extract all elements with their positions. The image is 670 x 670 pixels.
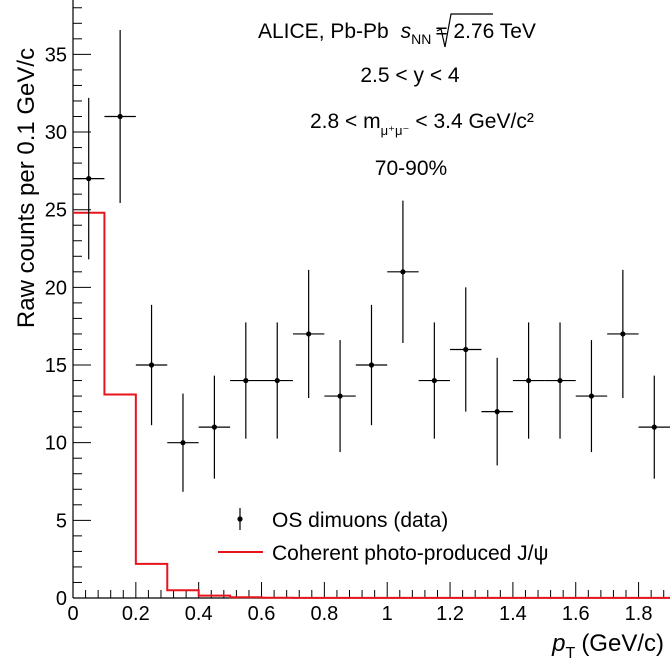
data-point — [355, 304, 388, 426]
x-tick-label: 1.4 — [499, 603, 527, 625]
data-point-marker — [463, 346, 469, 353]
y-tick-label: 5 — [56, 510, 67, 532]
x-tick-label: 1.8 — [625, 603, 653, 625]
y-tick-label: 25 — [45, 200, 67, 222]
annotation-line-1: ALICE, Pb-Pb sNN = 2.76 TeV — [258, 20, 536, 47]
data-point-marker — [117, 113, 123, 120]
annotation-line-1-s: s — [401, 20, 412, 43]
y-tick-label: 35 — [45, 44, 67, 66]
data-point — [230, 322, 262, 439]
data-point — [544, 322, 576, 439]
annotation-line-1-prefix: ALICE, Pb-Pb — [258, 20, 389, 43]
annotation-line-3-sub: μ⁺μ⁻ — [381, 123, 410, 138]
data-point-marker — [557, 377, 563, 384]
data-point-marker — [274, 377, 280, 384]
y-tick-label: 20 — [45, 277, 67, 299]
x-tick-label: 1 — [382, 603, 393, 625]
x-tick-label: 0.6 — [248, 603, 276, 625]
annotation-line-4: 70-90% — [375, 157, 447, 180]
annotation-line-3: 2.8 < mμ⁺μ⁻ < 3.4 GeV/c² — [310, 110, 534, 138]
tick-labels: 0 0.2 0.4 0.6 0.8 1 1.2 1.4 1.6 1.8 0 5 10 15 20 25 30 35 — [45, 44, 653, 625]
data-point — [292, 269, 325, 398]
x-axis-title-unit: (GeV/c) — [581, 630, 664, 657]
data-point-marker — [306, 331, 312, 337]
x-tick-label: 1.2 — [436, 603, 464, 625]
data-point-marker — [431, 377, 437, 384]
x-tick-label: 0.4 — [185, 603, 213, 625]
data-point — [135, 304, 168, 426]
x-tick-label: 0.8 — [310, 603, 338, 625]
y-axis-title: Raw counts per 0.1 GeV/c — [13, 48, 40, 328]
data-point-marker — [651, 424, 657, 430]
data-point — [512, 322, 545, 439]
legend-data-label: OS dimuons (data) — [272, 509, 448, 532]
annotations: ALICE, Pb-Pb sNN = 2.76 TeV 2.5 < y < 4 2… — [258, 13, 536, 180]
y-tick-label: 15 — [45, 355, 67, 377]
annotation-line-3-prefix: 2.8 < m — [310, 110, 381, 133]
data-point-marker — [337, 393, 343, 399]
x-axis-title: pT (GeV/c) — [551, 630, 664, 662]
data-point-marker — [180, 440, 186, 446]
data-point — [607, 269, 639, 398]
legend-model-label: Coherent photo-produced J/ψ — [272, 542, 548, 565]
data-points — [73, 30, 670, 492]
data-point — [450, 287, 482, 412]
annotation-line-1-sub: NN — [411, 31, 431, 47]
x-tick-label: 0 — [67, 603, 78, 625]
data-point-marker — [494, 409, 500, 415]
y-tick-label: 30 — [45, 122, 67, 144]
legend: OS dimuons (data) Coherent photo-produce… — [218, 508, 548, 565]
data-point — [324, 340, 356, 453]
data-point-marker — [526, 377, 532, 384]
data-point-marker — [400, 269, 406, 275]
x-tick-label: 1.6 — [562, 603, 590, 625]
data-point — [387, 200, 419, 343]
data-point-marker — [86, 176, 92, 182]
data-point-marker — [588, 393, 595, 399]
annotation-line-2: 2.5 < y < 4 — [360, 64, 460, 87]
model-histogram-line — [73, 211, 670, 599]
data-point — [73, 97, 105, 260]
data-point — [481, 357, 513, 466]
legend-data-marker — [237, 508, 243, 530]
data-point — [261, 322, 293, 439]
data-point-marker — [148, 362, 155, 368]
sqrt-sign — [436, 13, 493, 48]
data-point — [575, 340, 608, 453]
model-histogram — [73, 211, 670, 599]
data-point — [418, 322, 451, 439]
annotation-line-3-suffix: < 3.4 GeV/c² — [415, 110, 533, 133]
data-point — [198, 375, 231, 479]
x-axis-title-sub: T — [566, 645, 576, 662]
annotation-line-1-suffix: = 2.76 TeV — [435, 20, 536, 43]
data-point — [638, 375, 670, 479]
data-point — [104, 30, 136, 203]
data-point-marker — [211, 424, 217, 430]
y-tick-label: 0 — [56, 588, 67, 610]
data-point-marker — [243, 377, 249, 384]
x-tick-label: 0.2 — [122, 603, 150, 625]
y-tick-label: 10 — [45, 433, 67, 455]
x-axis-title-main: p — [551, 630, 565, 657]
data-point-marker — [620, 331, 626, 337]
data-point-marker — [368, 362, 375, 368]
data-point — [167, 393, 199, 492]
